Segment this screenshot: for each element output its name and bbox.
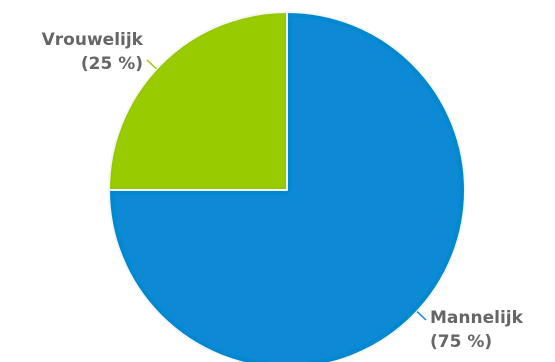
pie-slices <box>108 11 466 362</box>
slice-percent-mannelijk: (75 %) <box>430 332 492 352</box>
slice-label-vrouwelijk: Vrouwelijk <box>42 30 144 50</box>
leader-line-vrouwelijk <box>146 59 158 70</box>
leader-line-mannelijk <box>416 311 427 321</box>
pie-slice-mannelijk[interactable] <box>108 11 466 362</box>
leader-lines <box>146 59 427 321</box>
slice-label-mannelijk: Mannelijk <box>430 308 524 328</box>
slice-percent-vrouwelijk: (25 %) <box>81 54 143 74</box>
pie-slice-vrouwelijk[interactable] <box>108 11 288 191</box>
